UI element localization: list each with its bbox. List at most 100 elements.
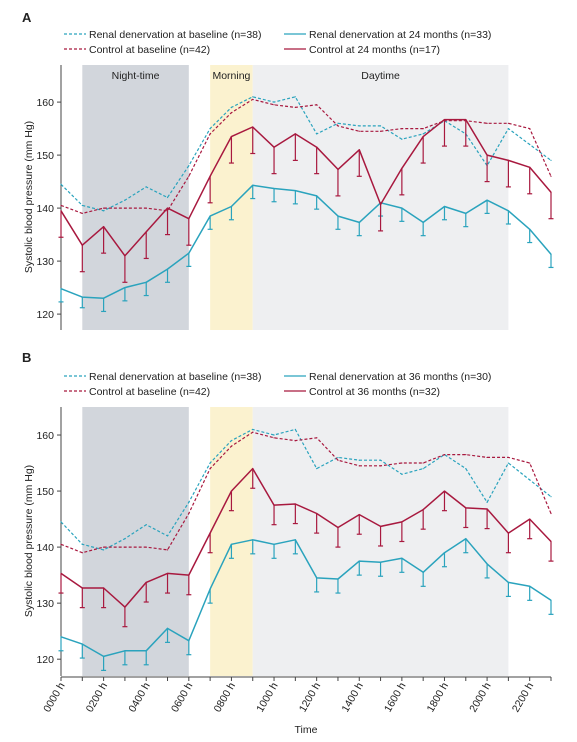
series-baseline-denervation bbox=[60, 428, 552, 551]
data-point bbox=[358, 125, 360, 127]
data-point bbox=[316, 512, 318, 515]
data-point bbox=[60, 210, 62, 212]
data-point bbox=[550, 253, 552, 255]
legend-entry: Renal denervation at 24 months (n=33) bbox=[284, 29, 491, 41]
data-point bbox=[103, 546, 105, 548]
period-label: Morning bbox=[212, 70, 250, 82]
data-point bbox=[486, 199, 488, 201]
data-point bbox=[422, 133, 424, 135]
data-point bbox=[507, 581, 509, 584]
data-point bbox=[103, 207, 105, 209]
legend-label: Control at baseline (n=42) bbox=[89, 44, 210, 56]
x-tick-label: 2000 h bbox=[467, 680, 494, 714]
legend-label: Renal denervation at baseline (n=38) bbox=[89, 371, 262, 383]
x-tick-label: 0800 h bbox=[212, 680, 239, 714]
data-point bbox=[465, 212, 467, 214]
data-point bbox=[316, 104, 318, 106]
data-point bbox=[507, 159, 509, 161]
data-point bbox=[252, 98, 254, 101]
series-line bbox=[60, 431, 552, 554]
data-point bbox=[379, 525, 382, 527]
data-point bbox=[252, 539, 254, 541]
data-point bbox=[252, 468, 254, 470]
data-point bbox=[550, 599, 552, 601]
data-point bbox=[188, 252, 190, 254]
data-point bbox=[230, 112, 233, 114]
data-point bbox=[81, 543, 83, 545]
data-point bbox=[166, 572, 169, 575]
data-point bbox=[401, 128, 403, 130]
data-point bbox=[465, 507, 467, 509]
period-label: Daytime bbox=[361, 70, 400, 82]
series-line bbox=[60, 184, 552, 299]
data-point bbox=[252, 126, 254, 128]
series-line bbox=[60, 537, 552, 658]
data-point bbox=[188, 574, 190, 576]
data-point bbox=[316, 146, 318, 148]
panel-b: B Renal denervation at baseline (n=38) Con… bbox=[22, 350, 554, 676]
data-point bbox=[103, 549, 105, 551]
legend-entry: Renal denervation at baseline (n=38) bbox=[64, 371, 262, 383]
data-point bbox=[273, 146, 275, 148]
data-point bbox=[209, 588, 211, 590]
series-followup-control bbox=[58, 467, 554, 628]
data-point bbox=[60, 636, 62, 638]
data-point bbox=[401, 557, 403, 559]
panel-letter: B bbox=[22, 350, 31, 365]
data-point bbox=[60, 572, 62, 575]
data-point bbox=[145, 524, 147, 526]
y-axis-title: Systolic blood pressure (mm Hg) bbox=[23, 121, 35, 273]
series-followup-control bbox=[58, 118, 554, 283]
data-point bbox=[529, 462, 531, 464]
x-tick-label: 1600 h bbox=[382, 680, 409, 714]
data-point bbox=[507, 128, 509, 130]
data-point bbox=[401, 462, 403, 464]
data-point bbox=[529, 585, 531, 587]
x-tick-label: 1800 h bbox=[425, 680, 452, 714]
data-point bbox=[230, 440, 233, 442]
data-point bbox=[337, 168, 339, 171]
data-point bbox=[358, 149, 360, 151]
data-point bbox=[358, 465, 360, 467]
x-tick-label: 1000 h bbox=[254, 680, 281, 714]
data-point bbox=[81, 244, 83, 246]
series-line bbox=[60, 96, 552, 212]
data-point bbox=[486, 501, 488, 503]
data-point bbox=[273, 434, 275, 436]
data-point bbox=[337, 125, 339, 127]
data-point bbox=[209, 468, 211, 470]
data-point bbox=[145, 546, 147, 548]
data-point bbox=[145, 186, 147, 188]
data-point bbox=[124, 650, 126, 652]
data-point bbox=[486, 154, 488, 156]
legend-entry: Control at 36 months (n=32) bbox=[284, 386, 440, 398]
data-point bbox=[422, 135, 424, 138]
data-point bbox=[443, 552, 446, 554]
x-axis-title: Time bbox=[295, 724, 318, 736]
data-point bbox=[358, 514, 360, 516]
x-tick-label: 0000 h bbox=[41, 680, 68, 714]
data-point bbox=[188, 501, 190, 503]
data-point bbox=[358, 130, 360, 132]
x-tick-label: 1400 h bbox=[339, 680, 366, 714]
data-point bbox=[81, 204, 83, 207]
data-point bbox=[337, 215, 339, 217]
data-point bbox=[507, 462, 509, 464]
y-tick-label: 160 bbox=[36, 430, 54, 442]
data-point bbox=[486, 508, 488, 510]
data-point bbox=[273, 437, 275, 439]
data-point bbox=[316, 195, 318, 197]
data-point bbox=[358, 459, 360, 461]
period-shade bbox=[252, 65, 509, 330]
x-tick-label: 2200 h bbox=[510, 680, 537, 714]
series-line bbox=[60, 428, 552, 551]
data-point bbox=[188, 640, 190, 642]
data-point bbox=[529, 228, 531, 230]
data-point bbox=[273, 104, 275, 106]
data-point bbox=[422, 462, 424, 464]
data-point bbox=[443, 490, 446, 492]
data-point bbox=[60, 543, 62, 545]
data-point bbox=[188, 165, 190, 167]
data-point bbox=[124, 207, 126, 209]
x-tick-label: 0400 h bbox=[126, 680, 153, 714]
